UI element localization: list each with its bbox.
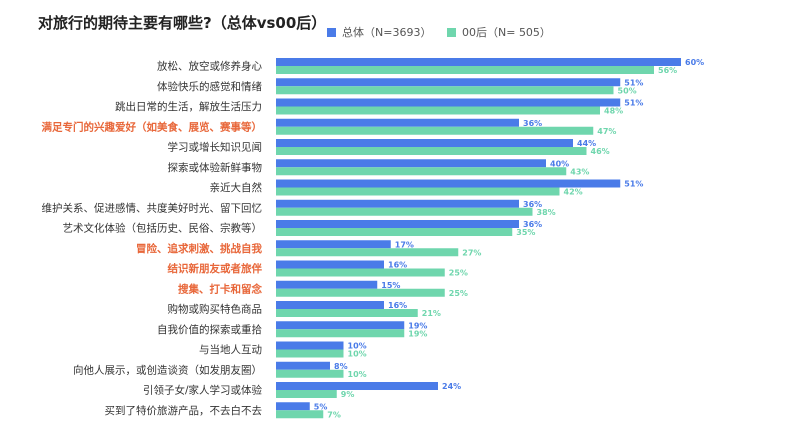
category-label: 买到了特价旅游产品，不去白不去 — [105, 404, 263, 417]
bar-total — [276, 179, 621, 188]
legend-label-gen00: 00后（N= 505） — [462, 26, 551, 39]
value-label-total: 51% — [624, 99, 643, 108]
value-label-total: 51% — [624, 78, 643, 87]
bar-total — [276, 280, 378, 289]
bar-gen00 — [276, 106, 600, 115]
bar-total — [276, 58, 681, 66]
value-label-gen00: 47% — [597, 127, 616, 136]
bar-gen00 — [276, 228, 513, 236]
category-label: 跳出日常的生活，解放生活压力 — [115, 100, 262, 113]
legend-label-total: 总体（N=3693） — [342, 26, 432, 39]
category-label: 搜集、打卡和留念 — [178, 282, 262, 295]
bar-gen00 — [276, 147, 587, 155]
category-label: 放松、放空或修养身心 — [157, 60, 262, 73]
bar-gen00 — [276, 187, 560, 196]
value-label-gen00: 38% — [537, 208, 556, 217]
legend-swatch-total — [327, 27, 336, 37]
bar-total — [276, 220, 519, 228]
bar-total — [276, 260, 384, 269]
value-label-total: 36% — [523, 200, 542, 209]
bar-gen00 — [276, 349, 344, 358]
category-label: 冒险、追求刺激、挑战自我 — [136, 242, 262, 255]
value-label-total: 8% — [334, 362, 348, 371]
bar-gen00 — [276, 288, 445, 297]
legend-item-gen00: 00后（N= 505） — [447, 24, 551, 40]
value-label-total: 44% — [577, 139, 596, 148]
category-label: 结识新朋友或者旅伴 — [168, 262, 263, 275]
value-label-total: 36% — [523, 119, 542, 128]
bar-gen00 — [276, 66, 654, 74]
value-label-total: 17% — [395, 240, 414, 249]
category-label: 探索或体验新鲜事物 — [168, 161, 263, 174]
value-label-gen00: 9% — [341, 390, 355, 399]
category-label: 引领子女/家人学习或体验 — [143, 384, 263, 397]
bar-gen00 — [276, 268, 445, 277]
category-label: 维护关系、促进感情、共度美好时光、留下回忆 — [42, 201, 263, 214]
value-label-total: 60% — [685, 58, 704, 67]
legend-swatch-gen00 — [447, 27, 456, 37]
value-label-total: 10% — [348, 342, 367, 351]
value-label-gen00: 7% — [327, 410, 341, 419]
bar-gen00 — [276, 207, 533, 216]
bar-total — [276, 159, 546, 168]
bar-total — [276, 98, 621, 107]
bar-total — [276, 361, 330, 370]
bar-total — [276, 139, 573, 147]
value-label-gen00: 42% — [564, 188, 583, 197]
value-label-total: 19% — [408, 321, 427, 330]
value-label-gen00: 19% — [408, 329, 427, 338]
bar-total — [276, 301, 384, 309]
category-label: 艺术文化体验（包括历史、民俗、宗教等） — [63, 222, 263, 235]
chart-title: 对旅行的期待主要有哪些?（总体vs00后） — [38, 14, 327, 32]
category-label: 购物或购买特色商品 — [168, 303, 263, 316]
bar-total — [276, 341, 344, 350]
category-label: 满足专门的兴趣爱好（如美食、展览、赛事等） — [42, 120, 263, 133]
value-label-gen00: 46% — [591, 147, 610, 156]
value-label-gen00: 27% — [462, 248, 481, 257]
value-label-gen00: 25% — [449, 289, 468, 298]
bar-gen00 — [276, 369, 344, 378]
category-label: 与当地人互动 — [199, 343, 262, 356]
category-label: 体验快乐的感觉和情绪 — [157, 80, 262, 93]
value-label-total: 40% — [550, 159, 569, 168]
bar-gen00 — [276, 86, 614, 95]
category-label: 向他人展示，或创造谈资（如发朋友圈） — [73, 363, 262, 376]
value-label-total: 16% — [388, 301, 407, 310]
value-label-gen00: 21% — [422, 309, 441, 318]
value-label-gen00: 43% — [570, 167, 589, 176]
bar-total — [276, 118, 519, 127]
value-label-gen00: 25% — [449, 269, 468, 278]
value-label-gen00: 48% — [604, 107, 623, 116]
bar-gen00 — [276, 410, 324, 419]
bar-gen00 — [276, 390, 337, 398]
value-label-total: 15% — [381, 281, 400, 290]
bar-total — [276, 321, 405, 330]
legend-item-total: 总体（N=3693） — [327, 24, 431, 40]
bar-gen00 — [276, 329, 405, 338]
category-label: 自我价值的探索或重拾 — [157, 323, 262, 336]
bar-gen00 — [276, 167, 567, 176]
bar-total — [276, 199, 519, 208]
category-label: 学习或增长知识见闻 — [168, 141, 263, 154]
bar-total — [276, 78, 621, 87]
bar-total — [276, 240, 391, 249]
value-label-gen00: 50% — [618, 86, 637, 95]
bar-gen00 — [276, 126, 594, 135]
value-label-gen00: 56% — [658, 66, 677, 75]
value-label-total: 5% — [314, 402, 328, 411]
bar-total — [276, 402, 310, 411]
category-label: 亲近大自然 — [210, 181, 263, 194]
bar-total — [276, 382, 438, 390]
value-label-gen00: 10% — [348, 370, 367, 379]
value-label-gen00: 35% — [516, 228, 535, 237]
value-label-total: 36% — [523, 220, 542, 229]
value-label-total: 16% — [388, 261, 407, 270]
bar-gen00 — [276, 248, 459, 257]
value-label-gen00: 10% — [348, 350, 367, 359]
bar-gen00 — [276, 309, 418, 317]
value-label-total: 51% — [624, 180, 643, 189]
value-label-total: 24% — [442, 382, 461, 391]
